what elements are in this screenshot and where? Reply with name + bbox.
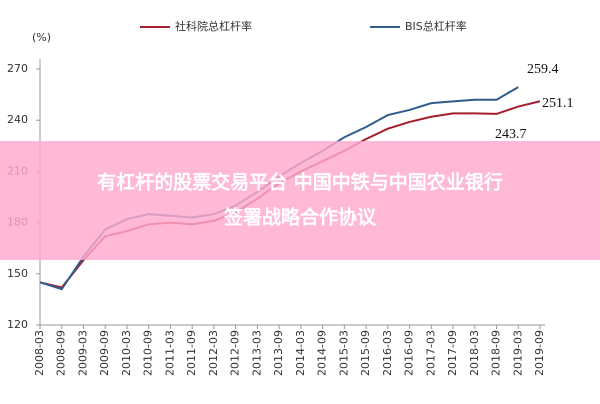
y-tick-label: 120 xyxy=(7,318,28,331)
x-tick-label: 2018-03 xyxy=(468,330,481,376)
y-tick-label: 270 xyxy=(7,62,28,75)
x-tick-label: 2009-03 xyxy=(76,330,89,376)
x-tick-label: 2014-09 xyxy=(316,330,329,376)
x-tick-label: 2019-09 xyxy=(533,330,546,376)
x-tick-label: 2016-03 xyxy=(381,330,394,376)
x-tick-label: 2015-03 xyxy=(337,330,350,376)
y-tick-label: 240 xyxy=(7,113,28,126)
annotation: 259.4 xyxy=(527,62,559,77)
annotation: 251.1 xyxy=(542,96,574,111)
x-tick-label: 2011-03 xyxy=(163,330,176,376)
x-tick-label: 2016-09 xyxy=(403,330,416,376)
legend-label: 社科院总杠杆率 xyxy=(175,19,252,33)
y-axis-label: (%) xyxy=(32,31,51,44)
x-tick-label: 2013-09 xyxy=(272,330,285,376)
x-tick-label: 2015-09 xyxy=(359,330,372,376)
x-tick-label: 2012-03 xyxy=(207,330,220,376)
x-tick-label: 2009-09 xyxy=(98,330,111,376)
x-tick-label: 2008-09 xyxy=(55,330,68,376)
x-tick-label: 2017-09 xyxy=(446,330,459,376)
annotation: 243.7 xyxy=(495,127,527,142)
x-tick-label: 2010-09 xyxy=(142,330,155,376)
overlay-banner xyxy=(0,141,600,260)
overlay-text: 有杠杆的股票交易平台 中国中铁与中国农业银行 xyxy=(97,171,503,194)
x-tick-label: 2013-03 xyxy=(250,330,263,376)
x-tick-label: 2011-09 xyxy=(185,330,198,376)
x-tick-label: 2018-09 xyxy=(490,330,503,376)
overlay-text: 签署战略合作协议 xyxy=(223,206,377,229)
x-tick-label: 2017-03 xyxy=(424,330,437,376)
x-tick-label: 2019-03 xyxy=(511,330,524,376)
x-tick-label: 2014-03 xyxy=(294,330,307,376)
x-tick-label: 2012-09 xyxy=(229,330,242,376)
x-tick-label: 2010-03 xyxy=(120,330,133,376)
legend-label: BIS总杠杆率 xyxy=(405,19,467,33)
y-tick-label: 150 xyxy=(7,267,28,280)
x-tick-label: 2008-03 xyxy=(33,330,46,376)
